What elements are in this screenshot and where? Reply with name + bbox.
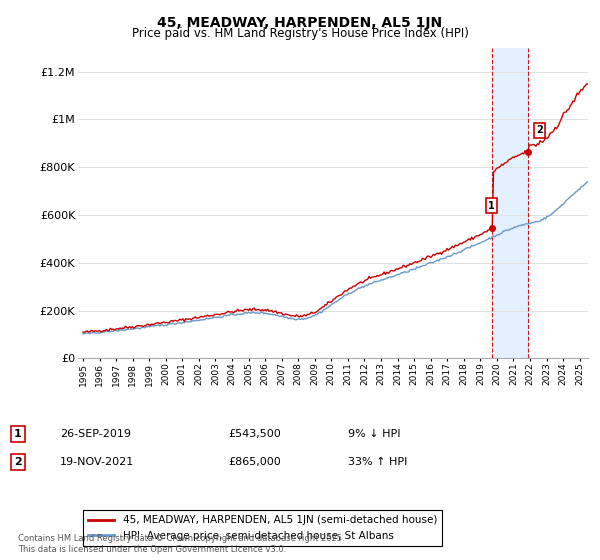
Text: 2: 2 <box>536 125 543 135</box>
Text: 1: 1 <box>488 200 495 211</box>
Text: Price paid vs. HM Land Registry's House Price Index (HPI): Price paid vs. HM Land Registry's House … <box>131 27 469 40</box>
Text: £865,000: £865,000 <box>228 457 281 467</box>
Text: 26-SEP-2019: 26-SEP-2019 <box>60 429 131 439</box>
Legend: 45, MEADWAY, HARPENDEN, AL5 1JN (semi-detached house), HPI: Average price, semi-: 45, MEADWAY, HARPENDEN, AL5 1JN (semi-de… <box>83 510 442 546</box>
Bar <box>493 48 528 358</box>
Text: Contains HM Land Registry data © Crown copyright and database right 2025.
This d: Contains HM Land Registry data © Crown c… <box>18 534 344 554</box>
Text: 9% ↓ HPI: 9% ↓ HPI <box>348 429 401 439</box>
Text: 19-NOV-2021: 19-NOV-2021 <box>60 457 134 467</box>
Text: 2: 2 <box>14 457 22 467</box>
Text: £543,500: £543,500 <box>228 429 281 439</box>
Text: 1: 1 <box>14 429 22 439</box>
Text: 33% ↑ HPI: 33% ↑ HPI <box>348 457 407 467</box>
Text: 45, MEADWAY, HARPENDEN, AL5 1JN: 45, MEADWAY, HARPENDEN, AL5 1JN <box>157 16 443 30</box>
